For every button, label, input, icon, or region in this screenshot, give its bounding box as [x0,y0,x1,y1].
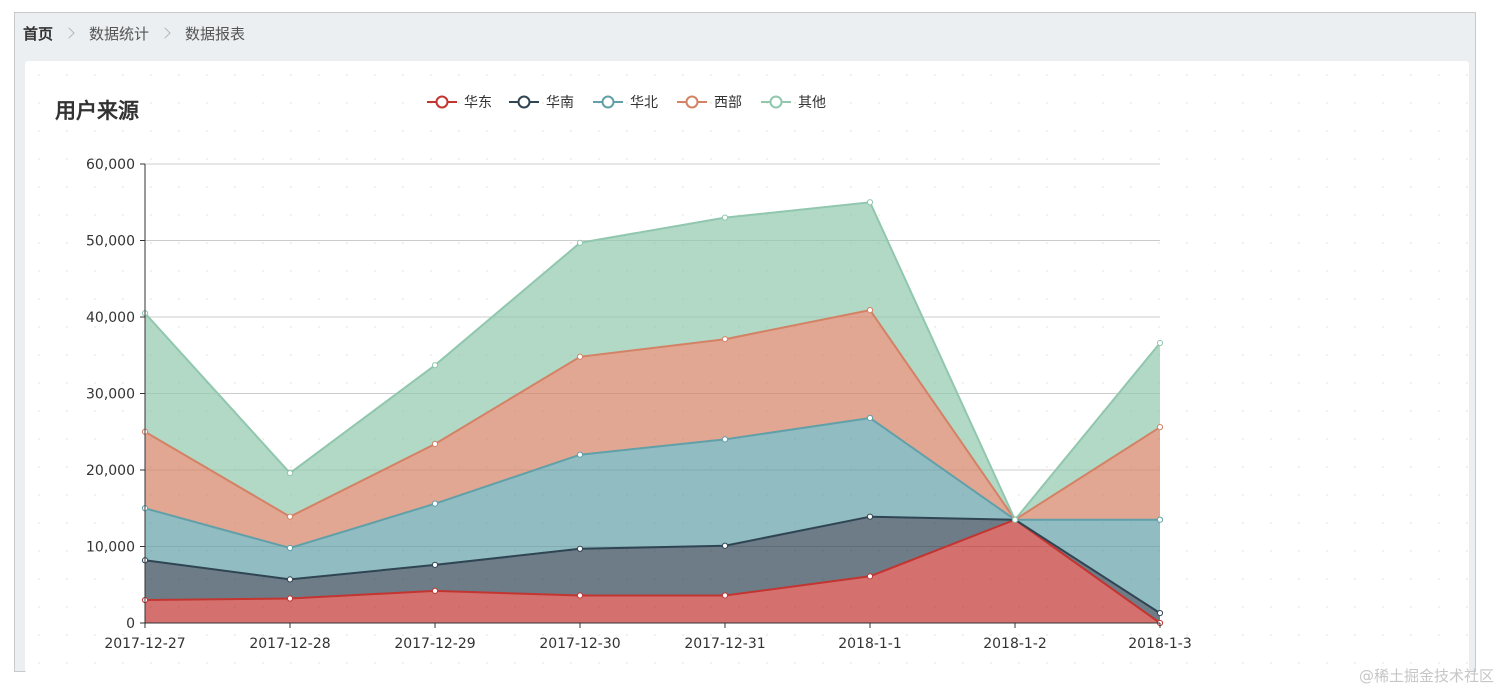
data-point [431,561,439,568]
data-point [286,576,294,583]
data-point [286,544,294,552]
chevron-right-icon [63,27,75,39]
area-华东 [145,519,1160,623]
y-tick-label: 20,000 [86,463,135,479]
data-point [866,513,874,520]
area-华南 [145,516,1160,623]
series-line-其他 [144,201,1161,522]
data-point [431,587,439,594]
chart-panel: 用户来源 0 10,000 20,000 30,000 40,000 50,000 60,0… [25,61,1469,673]
legend-label-西部: 西部 [714,95,742,111]
legend-label-华北: 华北 [630,95,658,111]
data-point [431,440,439,448]
data-point [431,362,439,369]
x-tick-label: 2018-1-3 [1128,636,1192,652]
data-point [866,307,874,314]
content-frame: 首页 数据统计 数据报表 用户来源 0 10,000 20,000 30,000 40,… [14,12,1476,673]
x-tick-label: 2018-1-2 [983,636,1047,652]
data-point [576,239,584,246]
data-point [721,336,729,343]
x-tick-label: 2018-1-1 [838,636,902,652]
data-point [866,573,874,580]
data-point [721,214,729,221]
watermark: @稀土掘金技术社区 [1358,667,1494,685]
data-point [286,595,294,602]
user-source-chart: 0 10,000 20,000 30,000 40,000 50,000 60,000 201… [86,95,1192,652]
breadcrumb-home[interactable]: 首页 [23,24,54,43]
chart-title: 用户来源 [55,99,139,123]
legend-marker-华东 [435,95,449,109]
data-point [1156,424,1164,431]
x-tick-label: 2017-12-27 [104,636,185,652]
area-华北 [145,418,1160,614]
data-point [576,451,584,458]
data-point [866,199,874,206]
breadcrumb: 首页 数据统计 数据报表 [23,21,245,45]
x-tick-label: 2017-12-28 [249,636,330,652]
legend-marker-西部 [685,95,699,109]
series-line-西部 [144,308,1161,522]
data-point [721,436,729,443]
data-point [1011,516,1019,523]
data-point [286,513,294,520]
data-point [1156,516,1164,523]
legend-label-其他: 其他 [798,95,826,111]
data-point [721,542,729,549]
data-point [576,592,584,599]
breadcrumb-report: 数据报表 [185,24,246,43]
legend-marker-华南 [517,95,531,109]
data-point [576,545,584,552]
data-point [576,353,584,360]
series-line-华东 [144,518,1161,624]
data-point [1156,609,1164,617]
legend-marker-其他 [769,95,783,109]
x-tick-label: 2017-12-30 [539,636,620,652]
breadcrumb-statistics[interactable]: 数据统计 [89,24,150,43]
y-tick-label: 60,000 [86,157,135,173]
series-line-华北 [144,416,1160,550]
data-point [286,469,294,477]
data-point [431,500,439,507]
y-tick-label: 0 [126,616,135,632]
y-tick-label: 10,000 [86,540,135,556]
data-point [1156,339,1164,347]
x-tick-label: 2017-12-29 [394,636,475,652]
y-tick-label: 50,000 [86,234,135,250]
y-tick-label: 40,000 [86,310,135,326]
y-tick-label: 30,000 [86,387,135,403]
area-西部 [145,310,1160,548]
chevron-right-icon [159,27,171,39]
legend-marker-华北 [601,95,615,109]
data-point [721,592,729,599]
x-tick-label: 2017-12-31 [684,636,765,652]
data-point [866,414,874,422]
legend-label-华东: 华东 [464,95,492,111]
legend-label-华南: 华南 [546,95,574,111]
series-line-华南 [144,515,1161,614]
